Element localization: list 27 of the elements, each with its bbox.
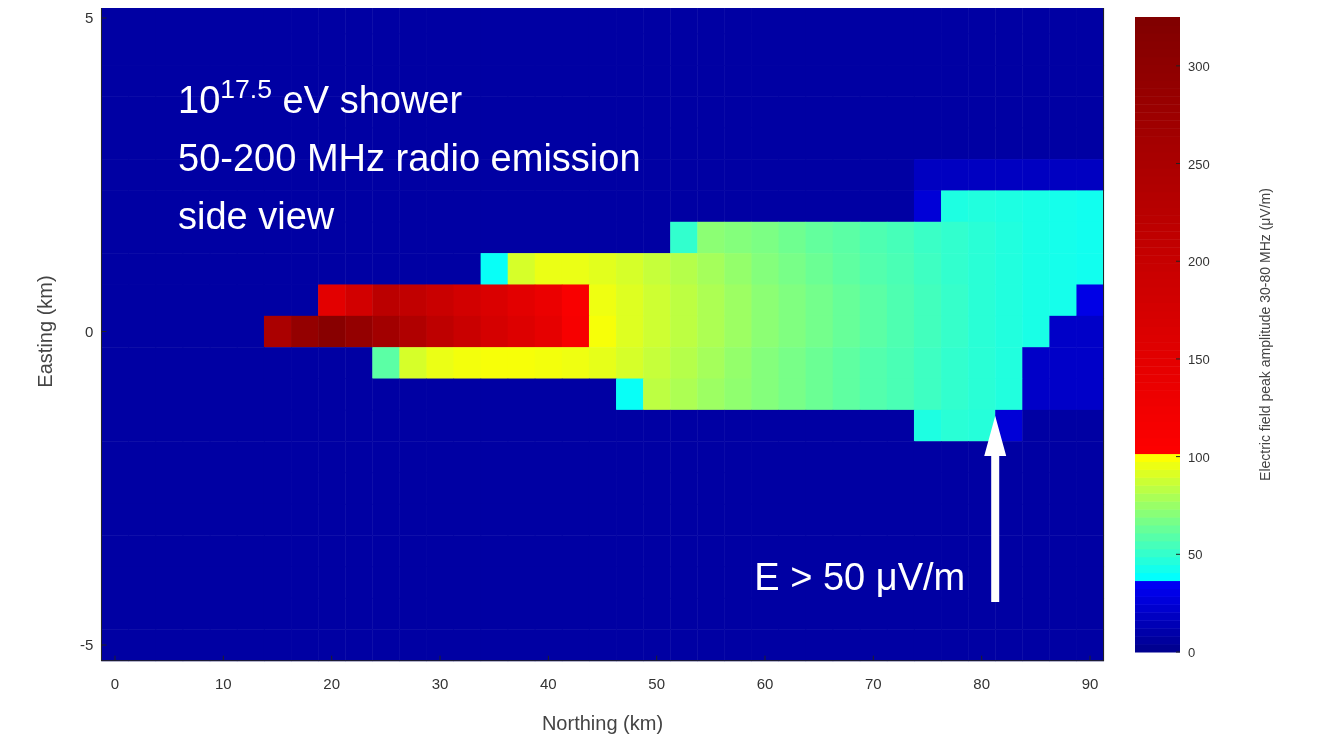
annotation: 10$^{17.5}$ eV shower xyxy=(178,74,463,121)
color-bar-label: 250 xyxy=(1188,156,1210,172)
color-bar-label: 0 xyxy=(1188,645,1196,660)
color-bar-label: 200 xyxy=(1188,254,1210,270)
color-bar-label: 100 xyxy=(1188,449,1210,465)
y-axis-title: Easting (km) xyxy=(34,275,56,388)
x-tick-label: 70 xyxy=(864,674,882,692)
x-tick-label: 10 xyxy=(214,674,232,692)
x-tick-label: 90 xyxy=(1081,674,1099,692)
annotation: 50-200 MHz radio emission xyxy=(178,137,641,179)
color-bar-label: 150 xyxy=(1188,351,1210,367)
color-bar-title: Electric field peak amplitude 30-80 MHz (μV/m) xyxy=(1257,188,1273,481)
y-tick-label: 0 xyxy=(85,322,94,340)
color-bar-label: 50 xyxy=(1188,547,1203,563)
x-tick-label: 30 xyxy=(431,674,449,692)
x-tick-label: 60 xyxy=(756,674,774,692)
x-tick-label: 20 xyxy=(323,674,341,692)
y-tick-label: -5 xyxy=(80,636,94,653)
x-tick-label: 0 xyxy=(110,674,120,692)
color-bar-label: 300 xyxy=(1188,58,1210,74)
y-tick-label: 5 xyxy=(85,9,94,26)
x-tick-label: 80 xyxy=(973,674,991,692)
annotation: side view xyxy=(178,195,335,237)
x-tick-label: 40 xyxy=(539,674,557,692)
x-axis-title: Northing (km) xyxy=(541,712,664,734)
annotation: E > 50 μV/m xyxy=(754,556,966,598)
x-tick-label: 50 xyxy=(648,674,666,692)
